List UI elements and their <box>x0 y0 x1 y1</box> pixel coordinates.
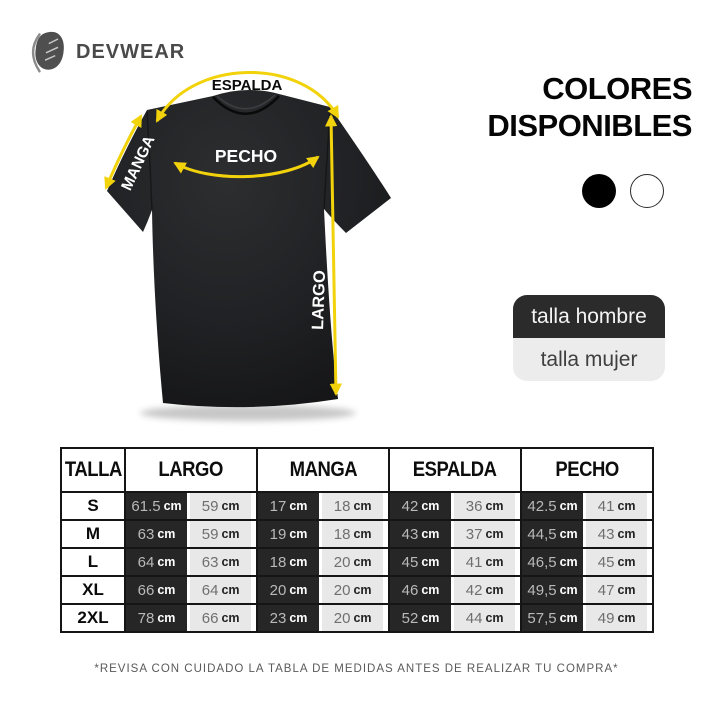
manga-hombre-value-M: 19 cm <box>258 521 320 547</box>
largo-mujer-value-XL: 64 cm <box>190 577 252 603</box>
colors-title: COLORES DISPONIBLES <box>392 70 692 144</box>
pecho-cell-M: 44,5 cm 43 cm <box>520 519 652 547</box>
espalda-mujer-value-2XL: 44 cm <box>454 605 516 631</box>
espalda-cell-XL: 46 cm 42 cm <box>388 575 520 603</box>
manga-hombre-value-XL: 20 cm <box>258 577 320 603</box>
pecho-hombre-value-2XL: 57,5 cm <box>522 605 584 631</box>
talla-hombre-button[interactable]: talla hombre <box>513 295 665 338</box>
espalda-cell-S: 42 cm 36 cm <box>388 491 520 519</box>
espalda-label: ESPALDA <box>212 77 283 94</box>
espalda-cell-M: 43 cm 37 cm <box>388 519 520 547</box>
pecho-hombre-value-L: 46,5 cm <box>522 549 584 575</box>
largo-hombre-value-M: 63 cm <box>126 521 188 547</box>
manga-hombre-value-2XL: 23 cm <box>258 605 320 631</box>
pecho-hombre-value-S: 42.5 cm <box>522 493 584 519</box>
size-gender-toggle: talla hombre talla mujer <box>513 295 665 381</box>
manga-mujer-value-M: 18 cm <box>322 521 384 547</box>
brand-name: DEVWEAR <box>76 40 186 63</box>
size-label-XL: XL <box>62 575 124 603</box>
largo-cell-L: 64 cm 63 cm <box>124 547 256 575</box>
largo-hombre-value-XL: 66 cm <box>126 577 188 603</box>
espalda-arrow <box>155 71 340 123</box>
pecho-mujer-value-S: 41 cm <box>586 493 648 519</box>
manga-mujer-value-L: 20 cm <box>322 549 384 575</box>
color-swatch-blanco[interactable] <box>630 174 664 208</box>
header-talla: TALLA <box>62 449 124 491</box>
espalda-mujer-value-L: 41 cm <box>454 549 516 575</box>
largo-cell-2XL: 78 cm 66 cm <box>124 603 256 631</box>
color-swatches <box>582 174 664 208</box>
pecho-cell-L: 46,5 cm 45 cm <box>520 547 652 575</box>
manga-cell-2XL: 23 cm 20 cm <box>256 603 388 631</box>
espalda-mujer-value-M: 37 cm <box>454 521 516 547</box>
largo-hombre-value-L: 64 cm <box>126 549 188 575</box>
talla-mujer-button[interactable]: talla mujer <box>513 338 665 381</box>
manga-arrow <box>104 114 143 190</box>
header-largo: LARGO <box>124 449 256 491</box>
largo-mujer-value-M: 59 cm <box>190 521 252 547</box>
manga-cell-L: 18 cm 20 cm <box>256 547 388 575</box>
manga-cell-S: 17 cm 18 cm <box>256 491 388 519</box>
size-label-L: L <box>62 547 124 575</box>
size-table-grid: TALLA LARGO MANGA ESPALDA PECHO S 61.5 cm 59 cm 17… <box>60 447 654 633</box>
largo-cell-XL: 66 cm 64 cm <box>124 575 256 603</box>
espalda-hombre-value-2XL: 52 cm <box>390 605 452 631</box>
espalda-hombre-value-S: 42 cm <box>390 493 452 519</box>
disclaimer-text: *REVISA CON CUIDADO LA TABLA DE MEDIDAS … <box>94 663 619 675</box>
colors-title-line1: COLORES <box>542 71 692 106</box>
largo-hombre-value-S: 61.5 cm <box>126 493 188 519</box>
espalda-mujer-value-S: 36 cm <box>454 493 516 519</box>
pecho-hombre-value-XL: 49,5 cm <box>522 577 584 603</box>
pecho-cell-XL: 49,5 cm 47 cm <box>520 575 652 603</box>
largo-mujer-value-L: 63 cm <box>190 549 252 575</box>
pecho-cell-2XL: 57,5 cm 49 cm <box>520 603 652 631</box>
espalda-hombre-value-M: 43 cm <box>390 521 452 547</box>
pecho-arrow <box>173 155 320 179</box>
largo-cell-M: 63 cm 59 cm <box>124 519 256 547</box>
manga-hombre-value-L: 18 cm <box>258 549 320 575</box>
size-label-S: S <box>62 491 124 519</box>
manga-cell-M: 19 cm 18 cm <box>256 519 388 547</box>
size-label-M: M <box>62 519 124 547</box>
espalda-hombre-value-XL: 46 cm <box>390 577 452 603</box>
pecho-label: PECHO <box>215 146 277 166</box>
color-swatch-negro[interactable] <box>582 174 616 208</box>
pecho-mujer-value-XL: 47 cm <box>586 577 648 603</box>
header-pecho: PECHO <box>520 449 652 491</box>
manga-mujer-value-XL: 20 cm <box>322 577 384 603</box>
largo-arrow <box>325 114 342 396</box>
espalda-mujer-value-XL: 42 cm <box>454 577 516 603</box>
devwear-logo-icon <box>31 31 64 73</box>
largo-cell-S: 61.5 cm 59 cm <box>124 491 256 519</box>
size-label-2XL: 2XL <box>62 603 124 631</box>
largo-label: LARGO <box>309 270 329 330</box>
espalda-hombre-value-L: 45 cm <box>390 549 452 575</box>
brand-logo: DEVWEAR <box>22 26 185 76</box>
header-espalda: ESPALDA <box>388 449 520 491</box>
header-manga: MANGA <box>256 449 388 491</box>
pecho-cell-S: 42.5 cm 41 cm <box>520 491 652 519</box>
colors-title-line2: DISPONIBLES <box>487 108 692 143</box>
manga-mujer-value-S: 18 cm <box>322 493 384 519</box>
espalda-cell-2XL: 52 cm 44 cm <box>388 603 520 631</box>
pecho-mujer-value-M: 43 cm <box>586 521 648 547</box>
pecho-mujer-value-2XL: 49 cm <box>586 605 648 631</box>
pecho-hombre-value-M: 44,5 cm <box>522 521 584 547</box>
manga-cell-XL: 20 cm 20 cm <box>256 575 388 603</box>
largo-mujer-value-2XL: 66 cm <box>190 605 252 631</box>
manga-mujer-value-2XL: 20 cm <box>322 605 384 631</box>
tshirt-diagram: ESPALDA PECHO MANGA LARGO <box>95 50 410 435</box>
largo-mujer-value-S: 59 cm <box>190 493 252 519</box>
pecho-mujer-value-L: 45 cm <box>586 549 648 575</box>
manga-hombre-value-S: 17 cm <box>258 493 320 519</box>
largo-hombre-value-2XL: 78 cm <box>126 605 188 631</box>
shirt-shadow <box>140 405 356 421</box>
espalda-cell-L: 45 cm 41 cm <box>388 547 520 575</box>
